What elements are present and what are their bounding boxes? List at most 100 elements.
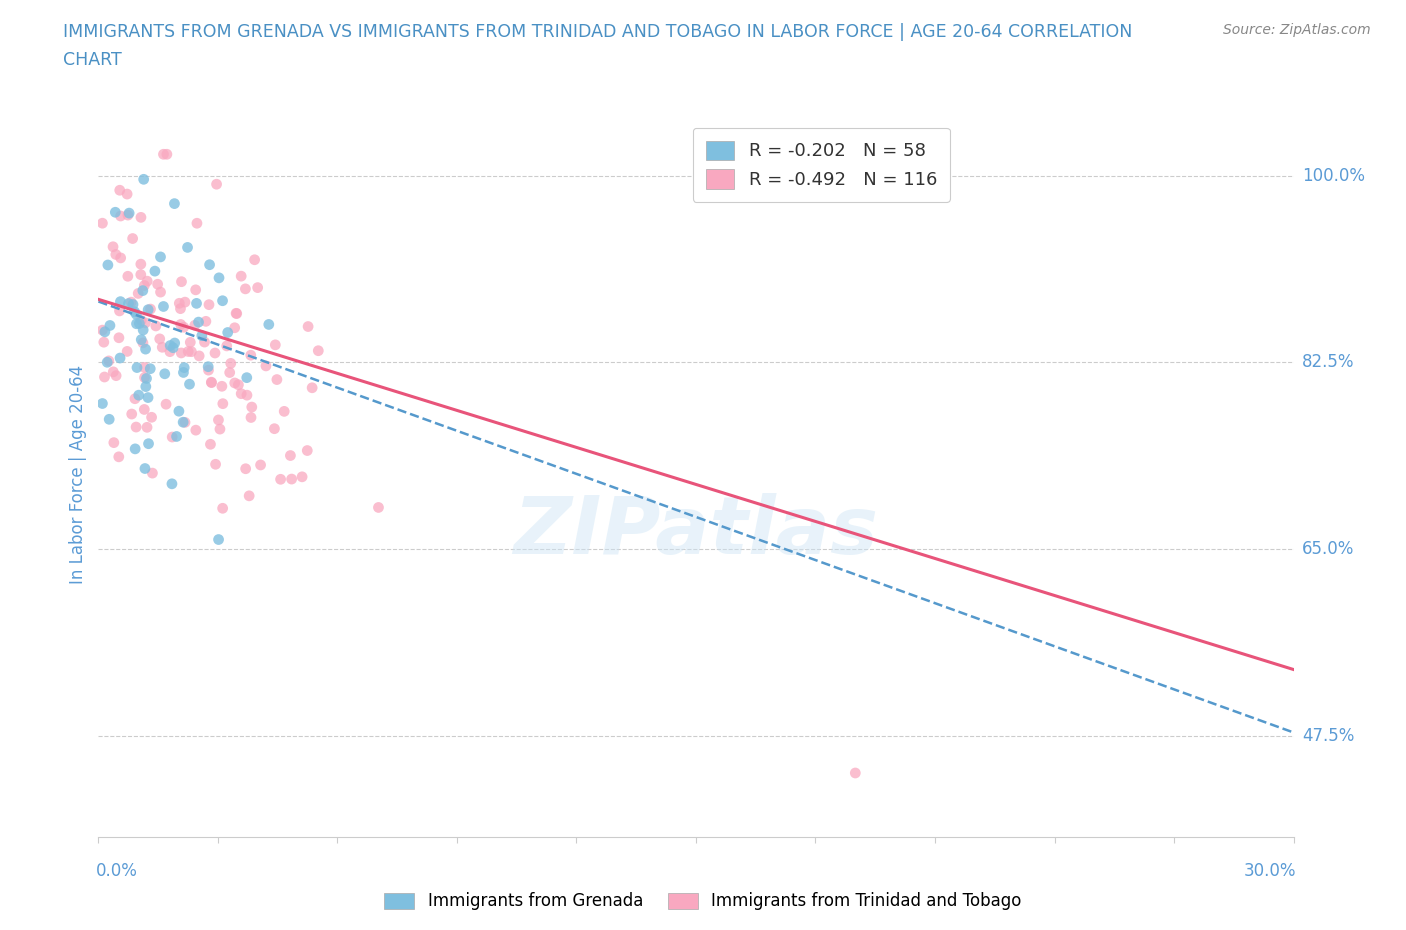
Point <box>236 370 259 385</box>
Point <box>197 359 219 374</box>
Point <box>219 356 242 371</box>
Point <box>134 315 156 330</box>
Legend: Immigrants from Grenada, Immigrants from Trinidad and Tobago: Immigrants from Grenada, Immigrants from… <box>378 885 1028 917</box>
Point <box>136 273 159 288</box>
Text: ZIPatlas: ZIPatlas <box>513 493 879 571</box>
Point <box>124 304 146 319</box>
Point <box>263 421 285 436</box>
Point <box>110 208 132 223</box>
Point <box>240 410 263 425</box>
Point <box>110 294 132 309</box>
Point <box>218 365 240 380</box>
Point <box>124 392 146 406</box>
Point <box>208 421 231 436</box>
Point <box>207 532 229 547</box>
Point <box>136 390 159 405</box>
Point <box>108 183 131 198</box>
Point <box>141 466 163 481</box>
Point <box>273 404 295 418</box>
Text: 30.0%: 30.0% <box>1244 862 1296 880</box>
Point <box>301 380 323 395</box>
Point <box>128 388 150 403</box>
Point <box>117 207 139 222</box>
Point <box>124 442 146 457</box>
Point <box>98 412 121 427</box>
Point <box>132 336 155 351</box>
Point <box>93 369 115 384</box>
Point <box>231 386 253 401</box>
Point <box>115 344 138 359</box>
Point <box>135 379 157 394</box>
Point <box>170 274 193 289</box>
Point <box>180 344 202 359</box>
Point <box>149 249 172 264</box>
Point <box>118 206 141 220</box>
Point <box>204 346 226 361</box>
Point <box>141 410 163 425</box>
Point <box>160 476 183 491</box>
Point <box>194 314 217 329</box>
Point <box>94 325 117 339</box>
Text: 82.5%: 82.5% <box>1302 353 1354 371</box>
Point <box>110 250 132 265</box>
Point <box>107 449 129 464</box>
Point <box>174 415 197 430</box>
Point <box>134 402 156 417</box>
Point <box>184 318 207 333</box>
Point <box>149 285 172 299</box>
Point <box>176 240 198 255</box>
Point <box>108 303 131 318</box>
Text: 100.0%: 100.0% <box>1302 166 1365 185</box>
Point <box>177 344 200 359</box>
Point <box>235 461 257 476</box>
Legend: R = -0.202   N = 58, R = -0.492   N = 116: R = -0.202 N = 58, R = -0.492 N = 116 <box>693 128 950 202</box>
Point <box>170 346 193 361</box>
Point <box>264 338 287 352</box>
Point <box>211 379 233 393</box>
Point <box>135 371 157 386</box>
Point <box>179 377 201 392</box>
Point <box>187 314 209 329</box>
Point <box>91 396 114 411</box>
Point <box>224 320 246 335</box>
Point <box>139 301 162 316</box>
Point <box>239 348 262 363</box>
Point <box>172 365 194 379</box>
Point <box>205 177 228 192</box>
Point <box>166 429 188 444</box>
Point <box>270 472 292 486</box>
Point <box>91 323 114 338</box>
Point <box>238 488 260 503</box>
Point <box>224 376 246 391</box>
Point <box>155 397 177 412</box>
Point <box>188 349 211 364</box>
Point <box>169 301 191 316</box>
Text: 47.5%: 47.5% <box>1302 726 1354 745</box>
Point <box>246 280 269 295</box>
Point <box>169 296 191 311</box>
Point <box>121 406 143 421</box>
Point <box>115 187 138 202</box>
Point <box>129 210 152 225</box>
Point <box>139 361 162 376</box>
Point <box>134 360 156 375</box>
Point <box>125 316 148 331</box>
Point <box>159 344 181 359</box>
Point <box>280 472 302 486</box>
Point <box>125 419 148 434</box>
Point <box>186 296 208 311</box>
Point <box>236 388 259 403</box>
Y-axis label: In Labor Force | Age 20-64: In Labor Force | Age 20-64 <box>69 365 87 584</box>
Point <box>231 269 253 284</box>
Point <box>136 419 159 434</box>
Point <box>152 147 174 162</box>
Point <box>297 319 319 334</box>
Point <box>152 299 174 314</box>
Point <box>93 335 115 350</box>
Point <box>101 239 124 254</box>
Point <box>96 355 118 370</box>
Point <box>257 317 280 332</box>
Point <box>129 267 152 282</box>
Point <box>108 351 131 365</box>
Point <box>172 415 194 430</box>
